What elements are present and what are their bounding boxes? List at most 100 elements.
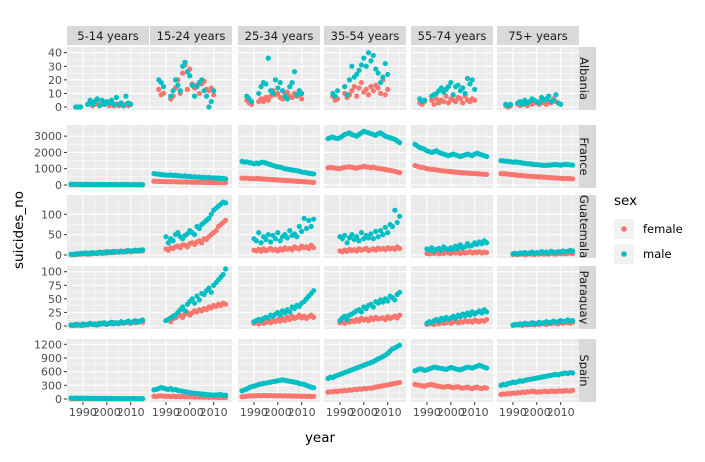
facet-strip-col [497, 26, 579, 45]
data-point-male [377, 79, 384, 86]
x-axis-tick-label: 2010 [547, 406, 575, 419]
data-point-female [311, 393, 317, 399]
data-point-male [277, 79, 283, 86]
data-point-male [438, 85, 444, 91]
facet-strip-col [411, 26, 493, 45]
data-point-female [365, 92, 372, 98]
data-point-male [172, 77, 179, 83]
data-point-male [370, 52, 376, 59]
y-axis-tick-label: 50 [48, 229, 62, 242]
data-point-male [223, 200, 229, 206]
data-point-male [365, 50, 372, 56]
data-point-male [342, 84, 348, 90]
y-axis-tick-label: 0 [55, 320, 62, 333]
data-point-male [208, 98, 214, 105]
data-point-male [196, 225, 202, 232]
y-axis-tick-label: 3000 [34, 130, 62, 143]
data-point-female [484, 171, 490, 178]
data-point-male [354, 71, 360, 78]
data-point-male [462, 90, 468, 97]
data-point-male [303, 225, 310, 232]
data-point-male [334, 88, 341, 94]
panel-background [67, 125, 149, 188]
data-point-male [85, 101, 91, 107]
data-point-female [377, 90, 384, 97]
data-point-male [120, 103, 127, 109]
data-point-female [445, 100, 452, 106]
x-axis-tick-label: 2010 [374, 406, 402, 419]
data-point-male [189, 296, 195, 302]
data-point-male [380, 74, 386, 80]
data-point-female [484, 316, 490, 323]
y-axis-tick-label: 0 [55, 101, 62, 114]
y-axis-tick-label: 40 [48, 47, 62, 60]
data-point-male [570, 162, 576, 168]
data-point-female [429, 97, 435, 103]
data-point-male [484, 153, 490, 160]
data-point-male [358, 230, 365, 236]
data-point-male [284, 235, 290, 241]
data-point-female [156, 86, 162, 92]
data-point-female [351, 84, 357, 90]
data-point-female [354, 93, 360, 99]
legend-label-male: male [643, 247, 672, 261]
panel-background [238, 339, 320, 402]
data-point-male [140, 395, 146, 402]
data-point-male [472, 86, 478, 92]
facet-strip-row-label: Albania [577, 57, 591, 100]
x-axis-tick-label: 2010 [288, 406, 316, 419]
data-point-male [385, 298, 391, 304]
data-point-female [211, 92, 217, 98]
facet-strip-col [150, 26, 232, 45]
data-point-male [368, 231, 374, 237]
data-point-male [287, 227, 293, 234]
data-point-male [394, 219, 400, 226]
facet-strip-col-label: 35-54 years [331, 29, 400, 43]
y-axis-tick-label: 300 [41, 379, 62, 392]
data-point-female [275, 90, 281, 97]
data-point-male [484, 240, 490, 246]
data-point-male [94, 96, 100, 102]
data-point-male [354, 234, 360, 240]
data-point-female [358, 79, 365, 86]
legend-title: sex [614, 193, 637, 209]
data-point-female [223, 301, 229, 307]
data-point-male [223, 392, 229, 398]
data-point-male [191, 232, 198, 238]
data-point-male [397, 140, 403, 146]
data-point-female [375, 85, 381, 91]
facet-strip-row-label: Guatemala [577, 195, 591, 258]
data-point-male [208, 211, 214, 217]
y-axis-tick-label: 900 [41, 352, 62, 365]
data-point-male [201, 88, 207, 94]
data-point-male [265, 55, 271, 61]
data-point-male [111, 101, 117, 107]
y-axis-tick-label: 10 [48, 87, 62, 100]
data-point-male [168, 93, 174, 99]
data-point-female [570, 176, 576, 182]
data-point-male [206, 285, 212, 291]
data-point-male [294, 234, 300, 240]
data-point-male [170, 238, 176, 244]
data-point-male [389, 223, 396, 230]
data-point-male [373, 228, 379, 234]
data-point-male [163, 234, 169, 240]
data-point-male [108, 97, 115, 103]
x-axis-tick-label: 2000 [437, 406, 465, 419]
data-point-male [375, 70, 381, 76]
data-point-male [184, 69, 191, 75]
data-point-female [397, 245, 403, 252]
data-point-male [191, 93, 198, 99]
data-point-male [199, 77, 205, 83]
data-point-male [196, 297, 202, 303]
data-point-female [311, 314, 317, 320]
data-point-male [123, 93, 129, 99]
data-point-female [223, 217, 229, 223]
data-point-male [455, 245, 461, 252]
x-axis-tick-label: 2000 [264, 406, 292, 419]
data-point-male [380, 232, 386, 238]
x-axis-tick-label: 2000 [350, 406, 378, 419]
data-point-male [570, 370, 576, 376]
data-point-male [448, 79, 454, 86]
data-point-male [270, 90, 276, 97]
